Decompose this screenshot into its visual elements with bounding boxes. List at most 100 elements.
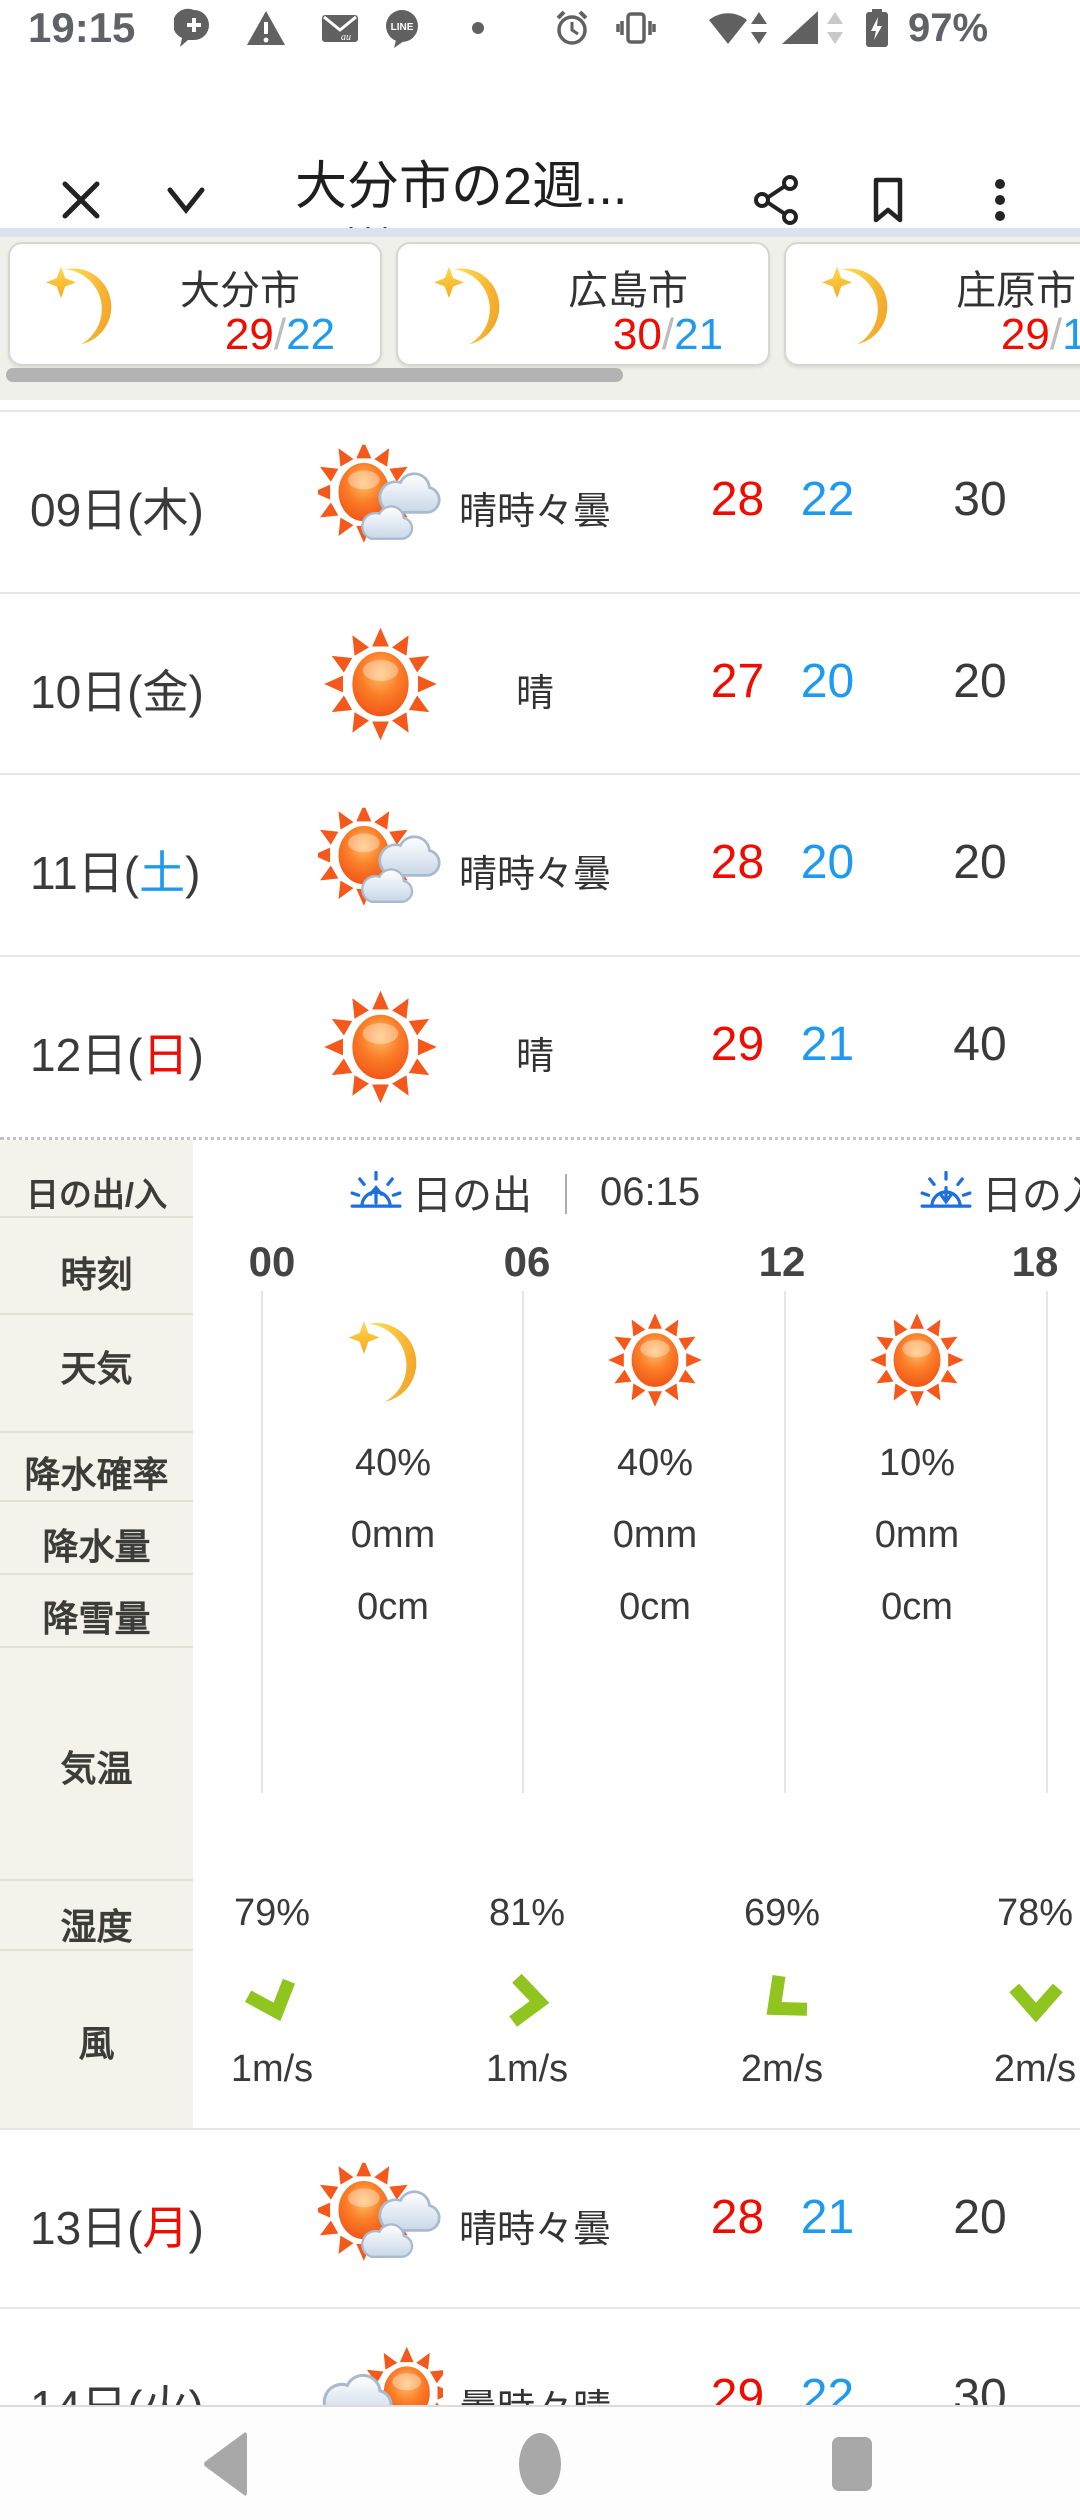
signal-updown-arrows-icon [827, 12, 843, 44]
city-name: 庄原市 [956, 269, 1076, 313]
notification-dot-icon [472, 22, 484, 34]
hour-label: 00 [248, 1238, 296, 1285]
forecast-row-day12[interactable]: 12日(日) 晴 29 21 40 [0, 955, 1080, 1138]
wind-direction-icon [742, 1960, 824, 2042]
overflow-menu-icon[interactable] [974, 174, 1026, 226]
wind-speed: 1m/s [485, 2048, 569, 2090]
page-title: 大分市の2週... [295, 158, 628, 216]
recents-icon[interactable] [824, 2431, 880, 2497]
wind-speed: 2m/s [740, 2048, 824, 2090]
precip-value: 0mm [350, 1514, 436, 1556]
wind-direction-icon [236, 1964, 310, 2038]
forecast-row-day09[interactable]: 09日(木) 晴時々曇 28 22 30 [0, 410, 1080, 593]
weather-condition: 晴時々曇 [458, 854, 611, 896]
city-temps: 29/22 [224, 310, 336, 359]
sunrise-icon [350, 1170, 402, 1214]
forecast-row-day11[interactable]: 11日(土) 晴時々曇 28 20 20 [0, 773, 1080, 956]
city-temps: 30/21 [612, 310, 724, 359]
humidity-value: 69% [743, 1892, 821, 1934]
pop-value: 40% [354, 1442, 432, 1484]
low-temp: 21 [800, 1018, 855, 1071]
alarm-icon [556, 10, 588, 45]
high-temp: 28 [710, 2191, 765, 2244]
wind-speed: 1m/s [230, 2048, 314, 2090]
city-temps: 29/16 [1000, 310, 1080, 359]
precip-probability: 40 [953, 1018, 1007, 1071]
sidebar-label-humidity: 湿度 [60, 1906, 133, 1947]
temperature-chart: 22℃21℃27℃26℃ [0, 1653, 1080, 1883]
wifi-updown-arrows-icon [751, 12, 767, 44]
low-temp: 22 [800, 2370, 855, 2407]
low-temp: 20 [800, 836, 855, 889]
date-label: 11日(土) [30, 847, 201, 899]
chat-plus-icon [174, 8, 209, 47]
city-tab-shobara[interactable]: 庄原市 29/16 [784, 242, 1080, 366]
share-icon[interactable] [750, 174, 802, 226]
forecast-row-day13[interactable]: 13日(月) 晴時々曇 28 21 20 [0, 2128, 1080, 2311]
low-temp: 21 [800, 2191, 855, 2244]
battery-icon [866, 9, 888, 47]
high-temp: 29 [710, 1018, 765, 1071]
moon-star-icon [424, 254, 524, 354]
line-icon: LINE [386, 10, 418, 48]
sun-icon [865, 1308, 969, 1412]
sunset-icon [920, 1170, 972, 1214]
svg-text:au: au [341, 32, 351, 43]
sidebar-label-sunrise: 日の出/入 [25, 1176, 168, 1213]
signal-icon [782, 11, 818, 44]
city-tab-hiroshima[interactable]: 広島市 30/21 [396, 242, 770, 366]
sidebar-label-pop: 降水確率 [24, 1454, 169, 1495]
city-name: 大分市 [180, 269, 300, 313]
chevron-down-icon[interactable] [160, 174, 212, 226]
sidebar-label-time: 時刻 [60, 1254, 133, 1295]
close-icon[interactable] [55, 174, 107, 226]
android-nav-bar [0, 2405, 1080, 2520]
sunset-info: 日の入 [920, 1162, 1080, 1222]
detail-sidebar: 日の出/入 時刻 天気 降水確率 降水量 降雪量 気温 湿度 風 [0, 1140, 193, 2128]
weather-condition: 晴 [515, 1036, 554, 1078]
forecast-row-day14-partial[interactable]: 14日(火) 曇時々晴 29 22 30 [0, 2307, 1080, 2407]
date-label: 13日(月) [30, 2202, 204, 2254]
sunrise-time: 06:15 [600, 1169, 701, 1214]
hourly-detail-panel: 日の出/入 時刻 天気 降水確率 降水量 降雪量 気温 湿度 風 日の出｜ 06:… [0, 1137, 1080, 2128]
precip-probability: 20 [953, 655, 1007, 708]
weather-condition: 晴 [515, 673, 554, 715]
humidity-value: 79% [233, 1892, 311, 1934]
tabs-scrollbar-thumb[interactable] [6, 368, 623, 382]
browser-header: 大分市の2週... tenki.jp [0, 56, 1080, 260]
back-icon[interactable] [200, 2431, 256, 2497]
city-name: 広島市 [568, 269, 688, 313]
weather-condition: 晴時々曇 [458, 491, 611, 533]
sidebar-label-weather: 天気 [60, 1348, 133, 1389]
precip-probability: 30 [953, 2370, 1007, 2407]
home-icon[interactable] [512, 2431, 568, 2497]
battery-percentage: 97% [908, 6, 989, 50]
city-tab-oita[interactable]: 大分市 29/22 [8, 242, 382, 366]
moon-star-icon [812, 254, 912, 354]
pop-value: 10% [878, 1442, 956, 1484]
sidebar-label-precip: 降水量 [42, 1526, 151, 1567]
precip-value: 0mm [874, 1514, 960, 1556]
date-label: 14日(火) [30, 2381, 204, 2407]
wind-direction-icon [497, 1970, 560, 2033]
moon-star-icon [36, 254, 136, 354]
date-label: 10日(金) [30, 666, 204, 718]
sidebar-label-wind: 風 [78, 2023, 115, 2064]
precip-value: 0mm [612, 1514, 698, 1556]
weather-condition: 晴時々曇 [458, 2209, 611, 2251]
precip-probability: 20 [953, 2191, 1007, 2244]
bookmark-icon[interactable] [862, 174, 914, 226]
svg-text:LINE: LINE [391, 22, 414, 33]
forecast-row-day10[interactable]: 10日(金) 晴 27 20 20 [0, 592, 1080, 775]
snow-value: 0cm [881, 1586, 953, 1628]
humidity-value: 78% [996, 1892, 1074, 1934]
status-bar: 19:15 au LINE [0, 0, 1080, 56]
pop-value: 40% [616, 1442, 694, 1484]
sidebar-label-temp: 気温 [60, 1748, 133, 1789]
hour-label: 12 [758, 1238, 806, 1285]
mail-au-icon: au [322, 15, 358, 43]
wind-speed: 2m/s [993, 2048, 1077, 2090]
weather-condition: 曇時々晴 [420, 2377, 650, 2407]
sidebar-label-snow: 降雪量 [42, 1598, 151, 1639]
